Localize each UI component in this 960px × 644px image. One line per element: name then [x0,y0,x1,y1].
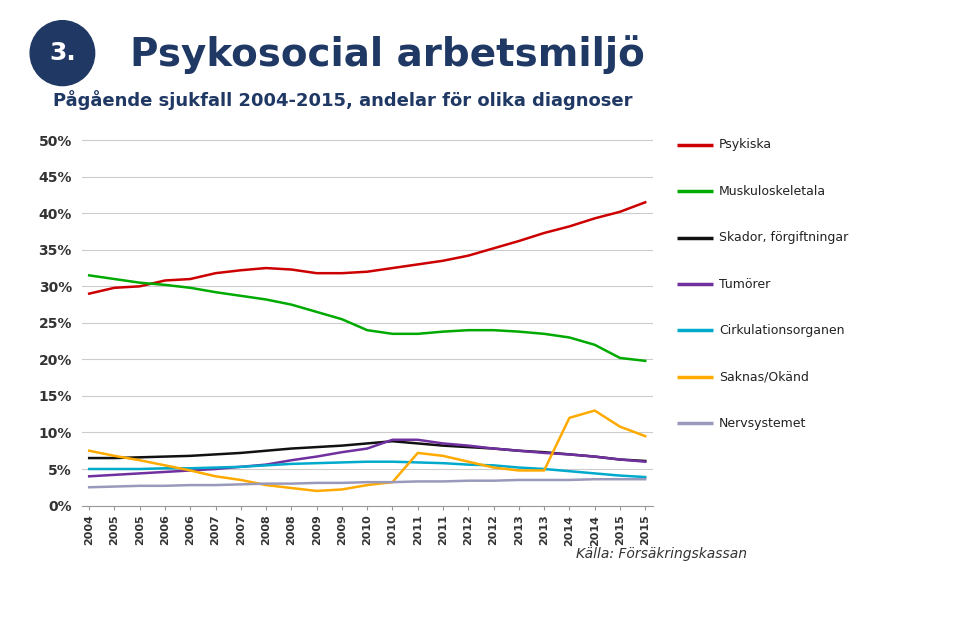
Text: Tumörer: Tumörer [719,278,770,290]
Text: Muskuloskeletala: Muskuloskeletala [719,185,827,198]
Text: Psykosocial arbetsmiljö: Psykosocial arbetsmiljö [130,35,644,73]
Text: Saknas/Okänd: Saknas/Okänd [719,370,809,383]
Text: Arbetsmarknadsdepartementet: Arbetsmarknadsdepartementet [14,613,262,627]
Text: Nervsystemet: Nervsystemet [719,417,806,430]
Text: Källa: Försäkringskassan: Källa: Försäkringskassan [576,547,747,561]
Text: Pågående sjukfall 2004-2015, andelar för olika diagnoser: Pågående sjukfall 2004-2015, andelar för… [53,90,633,110]
Text: Skador, förgiftningar: Skador, förgiftningar [719,231,849,244]
Circle shape [30,21,95,86]
Text: 3.: 3. [49,41,76,65]
Text: Psykiska: Psykiska [719,138,772,151]
Text: Cirkulationsorganen: Cirkulationsorganen [719,324,845,337]
